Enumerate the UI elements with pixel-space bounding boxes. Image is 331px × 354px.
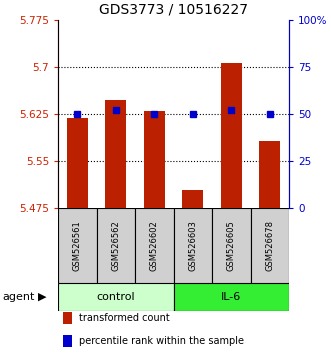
Text: ▶: ▶	[38, 292, 46, 302]
Text: percentile rank within the sample: percentile rank within the sample	[79, 336, 244, 346]
Bar	[67, 118, 88, 208]
Text: GSM526678: GSM526678	[265, 220, 274, 271]
Text: GSM526562: GSM526562	[111, 220, 120, 271]
Bar	[58, 208, 97, 283]
Bar	[63, 335, 72, 347]
Text: GSM526602: GSM526602	[150, 220, 159, 271]
Bar	[251, 208, 289, 283]
Bar	[221, 63, 242, 208]
Text: GSM526561: GSM526561	[73, 220, 82, 271]
Text: agent: agent	[2, 292, 34, 302]
Bar	[212, 208, 251, 283]
Bar	[173, 283, 289, 311]
Text: IL-6: IL-6	[221, 292, 241, 302]
Bar	[97, 208, 135, 283]
Bar	[63, 312, 72, 324]
Text: GSM526605: GSM526605	[227, 220, 236, 271]
Bar	[259, 141, 280, 208]
Bar	[105, 99, 126, 208]
Text: GSM526603: GSM526603	[188, 220, 197, 271]
Bar	[58, 283, 173, 311]
Text: transformed count: transformed count	[79, 313, 169, 323]
Text: control: control	[96, 292, 135, 302]
Bar	[182, 190, 203, 208]
Title: GDS3773 / 10516227: GDS3773 / 10516227	[99, 2, 248, 16]
Bar	[135, 208, 173, 283]
Bar	[144, 111, 165, 208]
Bar	[173, 208, 212, 283]
